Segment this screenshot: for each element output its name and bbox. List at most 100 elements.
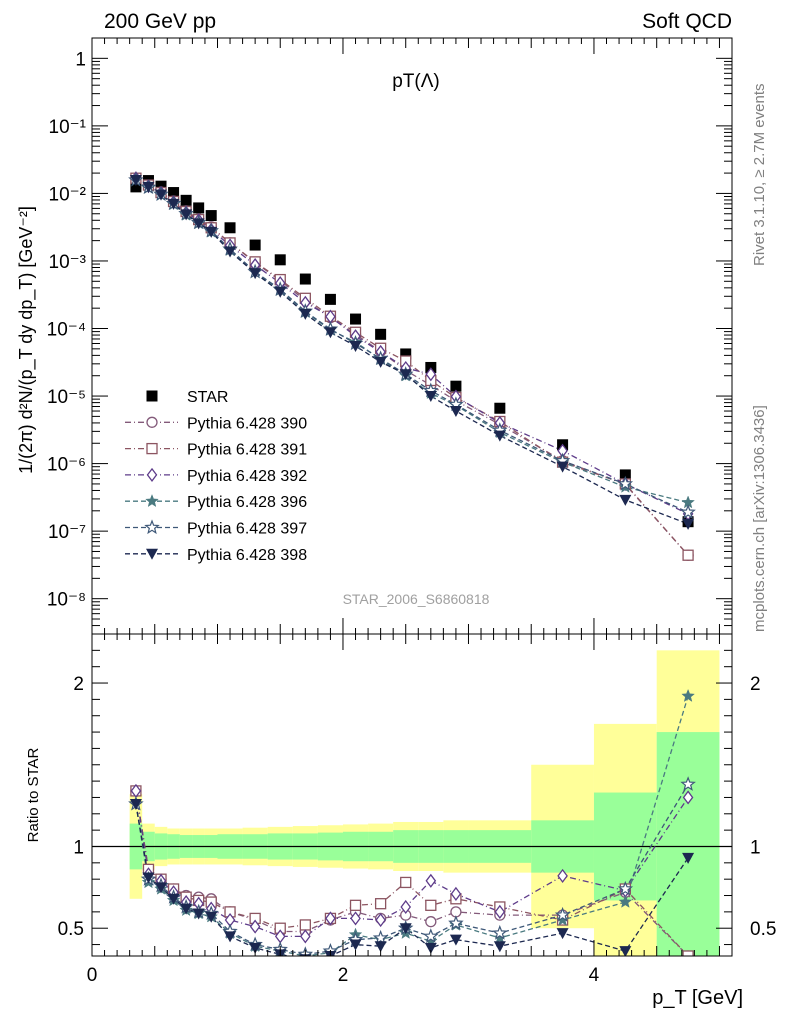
legend-label-6: Pythia 6.428 398	[187, 547, 307, 564]
main-point-s0-8	[249, 239, 261, 251]
ratio-frame	[91, 633, 733, 957]
main-panel: 110⁻¹10⁻²10⁻³10⁻⁴10⁻⁵10⁻⁶10⁻⁷10⁻⁸ pT(Λ) …	[16, 37, 733, 635]
x-tick-label: 4	[589, 965, 600, 986]
ratio-point-s5-13	[372, 929, 389, 945]
ratio-point-s5-18	[554, 906, 571, 922]
main-point-s0-19	[619, 469, 631, 481]
ratio-point-s6-2	[155, 882, 168, 894]
ratio-y-tick-label-left: 1	[73, 837, 84, 858]
ratio-point-s4-18	[555, 912, 570, 926]
ratio-point-s3-16	[450, 886, 462, 901]
ratio-point-s3-12	[350, 911, 361, 926]
main-point-s6-3	[167, 198, 180, 210]
ratio-point-s3-11	[325, 911, 336, 926]
ratio-point-s5-16	[448, 915, 464, 930]
main-point-s0-0	[130, 181, 142, 193]
main-point-s6-20	[682, 518, 695, 530]
main-y-tick-label: 10⁻⁴	[47, 320, 86, 341]
main-point-s0-16	[450, 380, 462, 392]
main-point-s0-7	[224, 222, 236, 234]
ratio-point-s6-13	[374, 941, 387, 953]
legend-label-1: Pythia 6.428 390	[187, 415, 307, 432]
main-point-s6-18	[556, 461, 569, 473]
main-point-s0-9	[274, 254, 286, 266]
ratio-point-s6-1	[142, 872, 155, 884]
ratio-point-s6-14	[399, 923, 412, 935]
ratio-point-s6-17	[493, 941, 506, 953]
main-point-s0-13	[375, 328, 387, 340]
ratio-y-tick-label-left: 0.5	[58, 919, 84, 940]
ratio-point-s6-8	[249, 942, 262, 954]
main-title: pT(Λ)	[392, 71, 440, 92]
main-point-s0-6	[205, 210, 217, 222]
ratio-point-s6-20	[682, 852, 695, 864]
main-y-tick-label: 10⁻⁸	[47, 590, 86, 611]
main-point-s5-19	[617, 475, 634, 491]
rivet-label: Rivet 3.1.10, ≥ 2.7M events	[751, 84, 768, 267]
ratio-point-s6-6	[205, 911, 218, 923]
ratio-point-s6-19	[619, 946, 632, 956]
main-point-s6-5	[192, 218, 205, 230]
ratio-point-s3-8	[249, 919, 261, 934]
ratio-line-5	[135, 784, 689, 956]
ratio-point-s4-19	[618, 894, 633, 908]
ratio-point-s6-4	[180, 903, 193, 915]
main-point-s6-19	[619, 494, 632, 506]
main-point-s6-4	[180, 209, 193, 221]
header-right: Soft QCD	[642, 10, 732, 33]
main-point-s6-17	[493, 430, 506, 442]
x-axis-label: p_T [GeV]	[652, 987, 743, 1009]
ratio-point-s2-20	[682, 950, 694, 956]
legend-label-3: Pythia 6.428 392	[187, 468, 307, 485]
ratio-point-s6-16	[449, 934, 462, 946]
main-point-s6-1	[142, 181, 155, 193]
band-green-20	[656, 732, 720, 956]
legend-marker-3	[146, 467, 158, 482]
ratio-y-tick-label-left: 2	[73, 674, 84, 695]
legend-marker-6	[146, 548, 158, 560]
ratio-point-s3-15	[425, 873, 437, 888]
legend-label-4: Pythia 6.428 396	[187, 494, 307, 511]
main-y-tick-label: 10⁻⁷	[48, 522, 86, 543]
ratio-point-s3-13	[375, 912, 386, 928]
ratio-y-tick-label-right: 1	[750, 837, 761, 858]
ratio-point-s4-17	[493, 930, 507, 944]
main-point-s6-6	[205, 226, 218, 238]
ratio-point-s5-15	[423, 928, 439, 943]
ratio-line-4	[135, 695, 689, 956]
legend-marker-2	[146, 442, 158, 455]
main-point-s0-14	[400, 348, 412, 360]
main-point-s0-11	[324, 293, 336, 305]
main-point-s0-17	[494, 402, 506, 414]
ratio-point-s6-18	[556, 928, 569, 940]
ratio-point-s2-10	[299, 919, 311, 931]
main-y-tick-label: 10⁻³	[49, 252, 87, 273]
main-point-s6-10	[299, 308, 312, 320]
ratio-point-s3-17	[494, 904, 506, 919]
ratio-point-s6-0	[129, 798, 142, 810]
main-point-s6-14	[399, 369, 412, 381]
ratio-point-s5-19	[617, 880, 634, 896]
ratio-point-s2-14	[400, 876, 412, 889]
main-y-tick-label: 1	[75, 49, 86, 70]
ratio-point-s3-20	[682, 790, 694, 805]
main-y-tick-label: 10⁻¹	[49, 117, 87, 138]
legend-label-5: Pythia 6.428 397	[187, 521, 307, 538]
ratio-point-s2-15	[425, 899, 437, 911]
legend-label-2: Pythia 6.428 391	[187, 442, 307, 459]
main-ylabel: 1/(2π) d²N/(p_T dy dp_T) [GeV⁻²]	[16, 206, 37, 474]
main-point-s6-13	[374, 356, 387, 368]
main-point-s6-12	[349, 341, 362, 353]
main-point-s0-12	[350, 313, 362, 325]
x-tick-label: 0	[87, 965, 98, 986]
main-point-s6-9	[274, 286, 287, 298]
main-point-s6-0	[129, 175, 142, 187]
ratio-y-tick-label-right: 0.5	[750, 919, 776, 940]
ratio-point-s1-15	[425, 916, 437, 928]
legend-marker-4	[145, 493, 159, 508]
x-tick-label: 2	[338, 965, 349, 986]
main-y-tick-label: 10⁻²	[49, 184, 87, 205]
main-point-s6-15	[424, 391, 437, 403]
main-point-s0-3	[168, 187, 180, 199]
